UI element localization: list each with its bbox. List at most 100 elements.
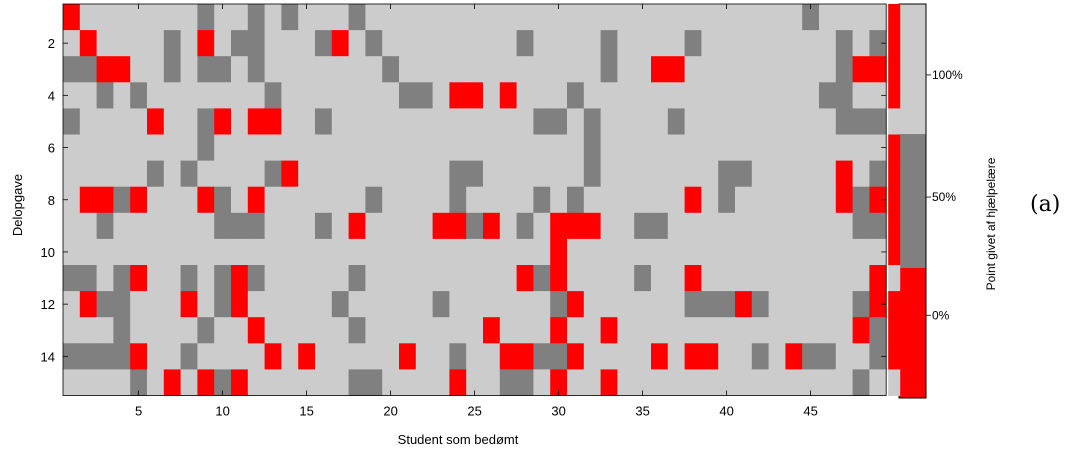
- heatmap-cell: [567, 212, 585, 240]
- heatmap-cell: [147, 291, 165, 318]
- heatmap-cell: [63, 160, 81, 188]
- heatmap-cells: [63, 4, 887, 396]
- heatmap-cell: [533, 160, 551, 188]
- heatmap-cell: [735, 212, 753, 240]
- heatmap-cell: [399, 56, 417, 83]
- heatmap-cell: [466, 108, 484, 135]
- heatmap-cell: [533, 82, 551, 109]
- colorbar: 100% 50% 0%: [898, 3, 963, 399]
- heatmap-cell: [264, 238, 282, 266]
- heatmap-cell: [768, 265, 786, 292]
- heatmap-cell: [667, 82, 685, 109]
- heatmap-cell: [835, 369, 853, 396]
- heatmap-cell: [432, 212, 450, 240]
- heatmap-cell: [483, 4, 501, 31]
- heatmap-cell: [147, 4, 165, 31]
- heatmap-cell: [348, 265, 366, 292]
- heatmap-cell: [466, 265, 484, 292]
- heatmap-cell: [718, 108, 736, 135]
- heatmap-cell: [600, 134, 618, 161]
- heatmap-cell: [231, 212, 249, 240]
- heatmap-cell: [432, 369, 450, 396]
- heatmap-cell: [79, 30, 97, 57]
- heatmap-cell: [163, 82, 181, 109]
- heatmap-cell: [835, 4, 853, 31]
- heatmap-cell: [617, 108, 635, 135]
- heatmap-cell: [651, 186, 669, 214]
- heatmap-cell: [147, 30, 165, 57]
- heatmap-cell: [63, 186, 81, 214]
- colorbar-label: Point givet af hjælpelære: [984, 157, 998, 290]
- heatmap-cell: [432, 160, 450, 188]
- heatmap-cell: [583, 291, 601, 318]
- heatmap-cell: [449, 186, 467, 214]
- heatmap-cell: [96, 30, 114, 57]
- heatmap-cell: [298, 265, 316, 292]
- heatmap-cell: [701, 317, 719, 344]
- heatmap-cell: [63, 108, 81, 135]
- heatmap-cell: [231, 82, 249, 109]
- heatmap-cell: [667, 212, 685, 240]
- heatmap-cell: [331, 30, 349, 57]
- heatmap-cell: [735, 343, 753, 370]
- heatmap-cell: [449, 369, 467, 396]
- heatmap-cell: [550, 369, 568, 396]
- heatmap-cell: [231, 291, 249, 318]
- overflow-cell: [888, 291, 901, 318]
- heatmap-cell: [449, 291, 467, 318]
- heatmap-cell: [63, 343, 81, 370]
- heatmap-cell: [264, 56, 282, 83]
- heatmap-cell: [684, 369, 702, 396]
- heatmap-cell: [147, 317, 165, 344]
- heatmap-cell: [96, 134, 114, 161]
- heatmap-cell: [298, 56, 316, 83]
- heatmap-cell: [583, 317, 601, 344]
- heatmap-cell: [483, 212, 501, 240]
- heatmap-cell: [365, 238, 383, 266]
- heatmap-cell: [819, 212, 837, 240]
- heatmap-cell: [382, 30, 400, 57]
- heatmap-cell: [147, 160, 165, 188]
- heatmap-cell: [835, 56, 853, 83]
- heatmap-cell: [449, 30, 467, 57]
- heatmap-cell: [264, 4, 282, 31]
- heatmap-cell: [684, 108, 702, 135]
- heatmap-cell: [96, 343, 114, 370]
- heatmap-cell: [600, 56, 618, 83]
- heatmap-cell: [785, 238, 803, 266]
- heatmap-cell: [634, 238, 652, 266]
- heatmap-cell: [466, 186, 484, 214]
- heatmap-cell: [567, 82, 585, 109]
- heatmap-cell: [735, 134, 753, 161]
- heatmap-cell: [583, 4, 601, 31]
- heatmap-cell: [550, 82, 568, 109]
- heatmap-cell: [483, 317, 501, 344]
- heatmap-cell: [533, 343, 551, 370]
- heatmap-cell: [499, 4, 517, 31]
- heatmap-cell: [785, 30, 803, 57]
- heatmap-cell: [399, 317, 417, 344]
- heatmap-cell: [550, 56, 568, 83]
- heatmap-cell: [802, 82, 820, 109]
- heatmap-cell: [516, 291, 534, 318]
- heatmap-cell: [315, 343, 333, 370]
- heatmap-cell: [802, 369, 820, 396]
- heatmap-cell: [869, 134, 887, 161]
- heatmap-cell: [432, 317, 450, 344]
- x-tick-label: 45: [803, 404, 817, 419]
- heatmap-cell: [516, 212, 534, 240]
- x-tick-label: 40: [719, 404, 733, 419]
- heatmap-cell: [214, 108, 232, 135]
- heatmap-cell: [365, 56, 383, 83]
- heatmap-cell: [667, 4, 685, 31]
- heatmap-cell: [113, 238, 131, 266]
- heatmap-cell: [667, 134, 685, 161]
- heatmap-cell: [751, 30, 769, 57]
- heatmap-cell: [281, 160, 299, 188]
- heatmap-cell: [180, 291, 198, 318]
- heatmap-cell: [163, 108, 181, 135]
- heatmap-cell: [852, 30, 870, 57]
- heatmap-cell: [399, 212, 417, 240]
- heatmap-cell: [785, 291, 803, 318]
- heatmap-cell: [214, 369, 232, 396]
